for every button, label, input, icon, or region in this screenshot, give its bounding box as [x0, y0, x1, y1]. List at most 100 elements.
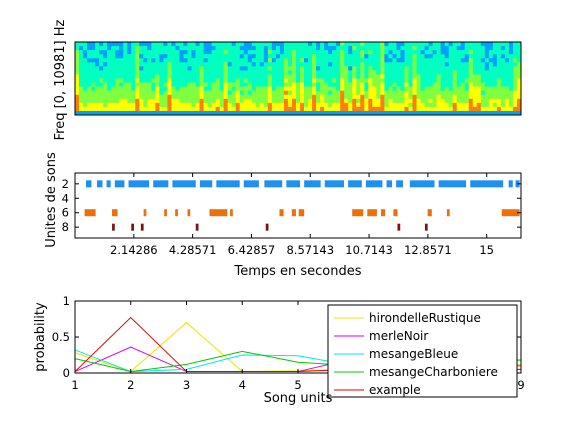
- spectrogram-cell: [384, 98, 389, 104]
- spectrogram-cell: [312, 42, 317, 47]
- unit-mark-6: [298, 209, 305, 217]
- spectrogram-cell: [79, 42, 84, 47]
- spectrogram-cell: [508, 58, 514, 63]
- spectrogram-cell: [356, 98, 361, 104]
- spectrogram-cell: [267, 46, 273, 51]
- spectrogram-cell: [199, 46, 204, 51]
- spectrogram-cell: [500, 86, 506, 92]
- spectrogram-cell: [308, 106, 313, 112]
- spectrogram-cell: [223, 70, 229, 75]
- probability-x-tick-label: 4: [239, 378, 246, 392]
- spectrogram-cell: [456, 86, 462, 92]
- spectrogram-cell: [516, 74, 522, 79]
- spectrogram-cell: [432, 74, 438, 79]
- spectrogram-cell: [235, 62, 241, 67]
- spectrogram-cell: [436, 86, 442, 92]
- spectrogram-cell: [247, 98, 253, 104]
- unit-mark-6: [393, 209, 398, 217]
- spectrogram-cell: [320, 70, 325, 75]
- spectrogram-cell: [115, 70, 120, 75]
- spectrogram-cell: [107, 90, 112, 96]
- unit-mark-2: [96, 180, 103, 188]
- spectrogram-cell: [480, 94, 486, 100]
- spectrogram-cell: [508, 54, 514, 59]
- spectrogram-cell: [115, 94, 120, 100]
- unit-mark-2: [386, 180, 392, 188]
- spectrogram-cell: [275, 66, 281, 71]
- spectrogram-cell: [115, 62, 120, 67]
- spectrogram-cell: [480, 50, 486, 55]
- spectrogram-cell: [99, 70, 104, 75]
- spectrogram-cell: [279, 50, 285, 55]
- spectrogram-cell: [295, 90, 301, 96]
- spectrogram-cell: [436, 62, 442, 67]
- spectrogram-cell: [484, 42, 490, 47]
- spectrogram-cell: [388, 42, 393, 47]
- spectrogram-cell: [468, 70, 474, 75]
- spectrogram-cell: [231, 74, 237, 79]
- spectrogram-cell: [279, 82, 285, 88]
- spectrogram-cell: [360, 86, 365, 92]
- spectrogram-cell: [179, 58, 184, 63]
- spectrogram-cell: [271, 50, 277, 55]
- spectrogram-cell: [279, 106, 285, 112]
- spectrogram-cell: [372, 74, 377, 79]
- spectrogram-cell: [440, 86, 446, 92]
- spectrogram-cell: [91, 90, 96, 96]
- spectrogram-cell: [95, 42, 100, 47]
- spectrogram-cell: [444, 106, 450, 112]
- spectrogram-cell: [428, 66, 434, 71]
- spectrogram-cell: [404, 98, 409, 104]
- spectrogram-cell: [275, 94, 281, 100]
- probability-x-tick-label: 2: [127, 378, 134, 392]
- spectrogram-cell: [344, 78, 349, 83]
- spectrogram-cell: [99, 58, 104, 63]
- spectrogram-cell: [91, 66, 96, 71]
- spectrogram-cell: [179, 110, 184, 116]
- spectrogram-cell: [348, 82, 353, 88]
- spectrogram-cell: [215, 106, 221, 112]
- spectrogram-cell: [207, 54, 213, 59]
- spectrogram-cell: [316, 58, 321, 63]
- spectrogram-cell: [432, 102, 438, 108]
- spectrogram-cell: [344, 90, 349, 96]
- spectrogram-cell: [243, 90, 249, 96]
- spectrogram-cell: [392, 50, 397, 55]
- spectrogram-cell: [183, 74, 188, 79]
- spectrogram-cell: [259, 62, 265, 67]
- spectrogram-cell: [428, 106, 434, 112]
- spectrogram-cell: [87, 58, 92, 63]
- spectrogram-cell: [404, 102, 409, 108]
- spectrogram-cell: [304, 94, 309, 100]
- spectrogram-cell: [332, 94, 337, 100]
- spectrogram-cell: [175, 98, 180, 104]
- spectrogram-cell: [283, 78, 289, 83]
- unit-mark-2: [348, 180, 362, 188]
- spectrogram-cell: [508, 78, 514, 83]
- spectrogram-cell: [472, 90, 478, 96]
- spectrogram-cell: [187, 66, 192, 71]
- spectrogram-cell: [340, 98, 345, 104]
- spectrogram-cell: [384, 82, 389, 88]
- spectrogram-cell: [195, 82, 200, 88]
- spectrogram-cell: [127, 58, 132, 63]
- spectrogram-cell: [279, 86, 285, 92]
- unit-mark-6: [230, 209, 233, 217]
- spectrogram-cell: [247, 106, 253, 112]
- spectrogram-cell: [352, 102, 357, 108]
- spectrogram-cell: [368, 106, 373, 112]
- spectrogram-cell: [404, 94, 409, 100]
- spectrogram-cell: [151, 98, 156, 104]
- spectrogram-cell: [488, 50, 494, 55]
- spectrogram-cell: [163, 82, 168, 88]
- spectrogram-cell: [143, 50, 148, 55]
- spectrogram-cell: [348, 50, 353, 55]
- spectrogram-cell: [412, 42, 417, 47]
- spectrogram-cell: [259, 106, 265, 112]
- spectrogram-cell: [448, 42, 454, 47]
- spectrogram-cell: [424, 74, 429, 79]
- spectrogram-cell: [424, 90, 429, 96]
- spectrogram-cell: [255, 66, 261, 71]
- spectrogram-cell: [155, 106, 160, 112]
- spectrogram-cell: [139, 78, 144, 83]
